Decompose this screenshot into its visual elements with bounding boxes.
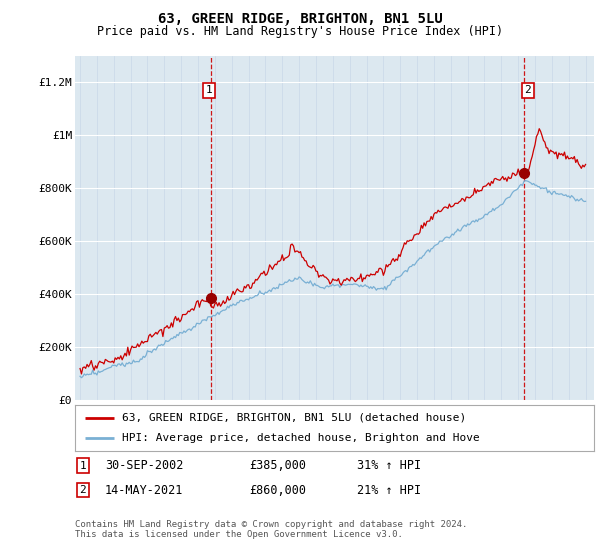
Text: 2: 2: [524, 86, 531, 95]
Text: 2: 2: [79, 485, 86, 495]
Text: £385,000: £385,000: [249, 459, 306, 473]
Text: 63, GREEN RIDGE, BRIGHTON, BN1 5LU: 63, GREEN RIDGE, BRIGHTON, BN1 5LU: [158, 12, 442, 26]
Text: 63, GREEN RIDGE, BRIGHTON, BN1 5LU (detached house): 63, GREEN RIDGE, BRIGHTON, BN1 5LU (deta…: [122, 413, 466, 423]
Text: Price paid vs. HM Land Registry's House Price Index (HPI): Price paid vs. HM Land Registry's House …: [97, 25, 503, 38]
Text: 1: 1: [206, 86, 212, 95]
Text: 21% ↑ HPI: 21% ↑ HPI: [357, 483, 421, 497]
Text: 14-MAY-2021: 14-MAY-2021: [105, 483, 184, 497]
Text: HPI: Average price, detached house, Brighton and Hove: HPI: Average price, detached house, Brig…: [122, 433, 479, 443]
Text: 31% ↑ HPI: 31% ↑ HPI: [357, 459, 421, 473]
Text: 1: 1: [79, 461, 86, 471]
Text: £860,000: £860,000: [249, 483, 306, 497]
Text: 30-SEP-2002: 30-SEP-2002: [105, 459, 184, 473]
Text: Contains HM Land Registry data © Crown copyright and database right 2024.
This d: Contains HM Land Registry data © Crown c…: [75, 520, 467, 539]
